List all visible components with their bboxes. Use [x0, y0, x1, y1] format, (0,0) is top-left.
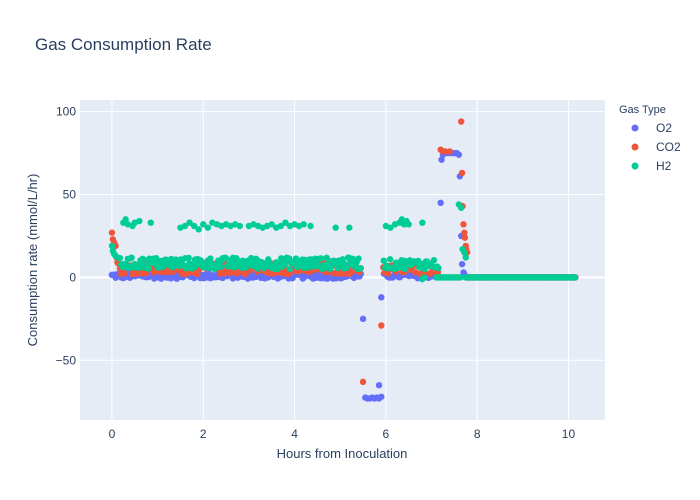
data-point: [435, 265, 441, 271]
legend-item-o2[interactable]: O2: [632, 121, 673, 135]
data-point: [318, 255, 324, 261]
data-point: [460, 221, 466, 227]
data-point: [378, 394, 384, 400]
data-point: [437, 200, 443, 206]
data-point: [462, 234, 468, 240]
data-point: [223, 255, 229, 261]
data-point: [419, 219, 425, 225]
x-tick-label: 2: [200, 427, 207, 441]
data-point: [346, 224, 352, 230]
y-tick-label: 100: [56, 105, 76, 119]
data-point: [360, 316, 366, 322]
data-point: [217, 264, 223, 270]
x-axis-ticks: 0 2 4 6 8 10: [109, 427, 576, 441]
data-point: [572, 274, 578, 280]
legend-marker-o2: [632, 125, 639, 132]
data-point: [307, 223, 313, 229]
data-point: [463, 254, 469, 260]
y-tick-label: −50: [56, 353, 77, 367]
data-point: [378, 322, 384, 328]
data-point: [148, 219, 154, 225]
chart-title: Gas Consumption Rate: [35, 35, 212, 54]
y-axis-label: Consumption rate (mmol/L/hr): [25, 174, 40, 347]
y-tick-label: 50: [63, 188, 77, 202]
data-point: [186, 255, 192, 261]
legend-label-h2: H2: [656, 159, 672, 173]
data-point: [378, 294, 384, 300]
legend-label-co2: CO2: [656, 140, 681, 154]
y-axis-ticks: −50 0 50 100: [56, 105, 77, 368]
data-point: [358, 265, 364, 271]
data-point: [459, 261, 465, 267]
data-point: [332, 224, 338, 230]
data-point: [458, 118, 464, 124]
legend-marker-h2: [632, 163, 639, 170]
data-point: [121, 270, 127, 276]
data-point: [376, 382, 382, 388]
x-tick-label: 8: [474, 427, 481, 441]
data-point: [355, 255, 361, 261]
data-point: [301, 221, 307, 227]
data-point: [447, 148, 453, 154]
legend-item-h2[interactable]: H2: [632, 159, 672, 173]
data-point: [287, 266, 293, 272]
data-point: [360, 379, 366, 385]
data-point: [431, 257, 437, 263]
data-point: [459, 170, 465, 176]
data-point: [196, 226, 202, 232]
x-axis-label: Hours from Inoculation: [277, 446, 408, 461]
data-point: [112, 253, 118, 259]
data-point: [205, 224, 211, 230]
data-point: [145, 265, 151, 271]
data-point: [109, 229, 115, 235]
legend-item-co2[interactable]: CO2: [632, 140, 682, 154]
data-point: [387, 256, 393, 262]
data-point: [136, 218, 142, 224]
x-tick-label: 4: [291, 427, 298, 441]
legend-label-o2: O2: [656, 121, 672, 135]
x-tick-label: 6: [383, 427, 390, 441]
legend: Gas Type O2 CO2 H2: [619, 104, 681, 173]
data-point: [458, 205, 464, 211]
y-tick-label: 0: [69, 270, 76, 284]
legend-title: Gas Type: [619, 104, 666, 116]
data-point: [237, 223, 243, 229]
x-tick-label: 0: [109, 427, 116, 441]
data-point: [128, 255, 134, 261]
data-point: [406, 221, 412, 227]
legend-marker-co2: [632, 144, 639, 151]
data-point: [421, 274, 427, 280]
data-point: [456, 152, 462, 158]
x-tick-label: 10: [562, 427, 576, 441]
